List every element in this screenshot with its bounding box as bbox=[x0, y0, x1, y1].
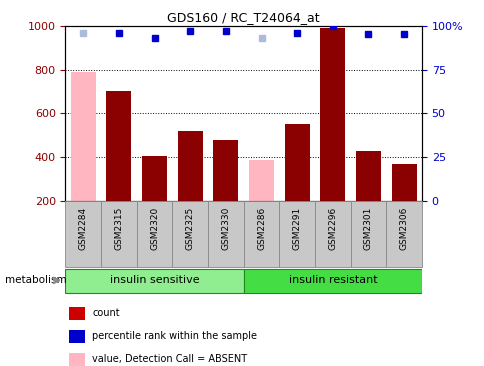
Bar bbox=[355, 151, 380, 201]
FancyBboxPatch shape bbox=[243, 269, 421, 293]
Text: value, Detection Call = ABSENT: value, Detection Call = ABSENT bbox=[92, 354, 247, 364]
FancyBboxPatch shape bbox=[69, 330, 85, 343]
Text: insulin sensitive: insulin sensitive bbox=[109, 275, 199, 285]
Text: GSM2306: GSM2306 bbox=[399, 206, 408, 250]
Text: insulin resistant: insulin resistant bbox=[288, 275, 377, 285]
Bar bbox=[320, 28, 345, 201]
FancyBboxPatch shape bbox=[101, 201, 136, 267]
Text: GSM2286: GSM2286 bbox=[257, 206, 266, 250]
FancyBboxPatch shape bbox=[385, 201, 421, 267]
FancyBboxPatch shape bbox=[314, 201, 350, 267]
Bar bbox=[213, 140, 238, 201]
Bar bbox=[284, 124, 309, 201]
FancyBboxPatch shape bbox=[65, 201, 101, 267]
Bar bbox=[106, 92, 131, 201]
FancyBboxPatch shape bbox=[172, 201, 208, 267]
Text: GSM2301: GSM2301 bbox=[363, 206, 372, 250]
FancyBboxPatch shape bbox=[208, 201, 243, 267]
Bar bbox=[249, 160, 273, 201]
Title: GDS160 / RC_T24064_at: GDS160 / RC_T24064_at bbox=[167, 11, 319, 25]
Text: GSM2320: GSM2320 bbox=[150, 206, 159, 250]
Bar bbox=[178, 131, 202, 201]
Bar bbox=[142, 156, 166, 201]
Text: GSM2284: GSM2284 bbox=[78, 206, 88, 250]
Bar bbox=[71, 72, 95, 201]
Text: GSM2291: GSM2291 bbox=[292, 206, 301, 250]
Text: GSM2315: GSM2315 bbox=[114, 206, 123, 250]
FancyBboxPatch shape bbox=[243, 201, 279, 267]
FancyBboxPatch shape bbox=[65, 269, 243, 293]
Text: GSM2330: GSM2330 bbox=[221, 206, 230, 250]
FancyBboxPatch shape bbox=[350, 201, 385, 267]
Text: GSM2296: GSM2296 bbox=[328, 206, 337, 250]
FancyBboxPatch shape bbox=[69, 353, 85, 366]
Bar bbox=[391, 164, 416, 201]
FancyBboxPatch shape bbox=[136, 201, 172, 267]
Text: percentile rank within the sample: percentile rank within the sample bbox=[92, 331, 257, 341]
Text: GSM2325: GSM2325 bbox=[185, 206, 195, 250]
Text: count: count bbox=[92, 309, 120, 318]
Text: metabolism: metabolism bbox=[5, 275, 67, 285]
FancyBboxPatch shape bbox=[69, 307, 85, 320]
FancyBboxPatch shape bbox=[279, 201, 314, 267]
